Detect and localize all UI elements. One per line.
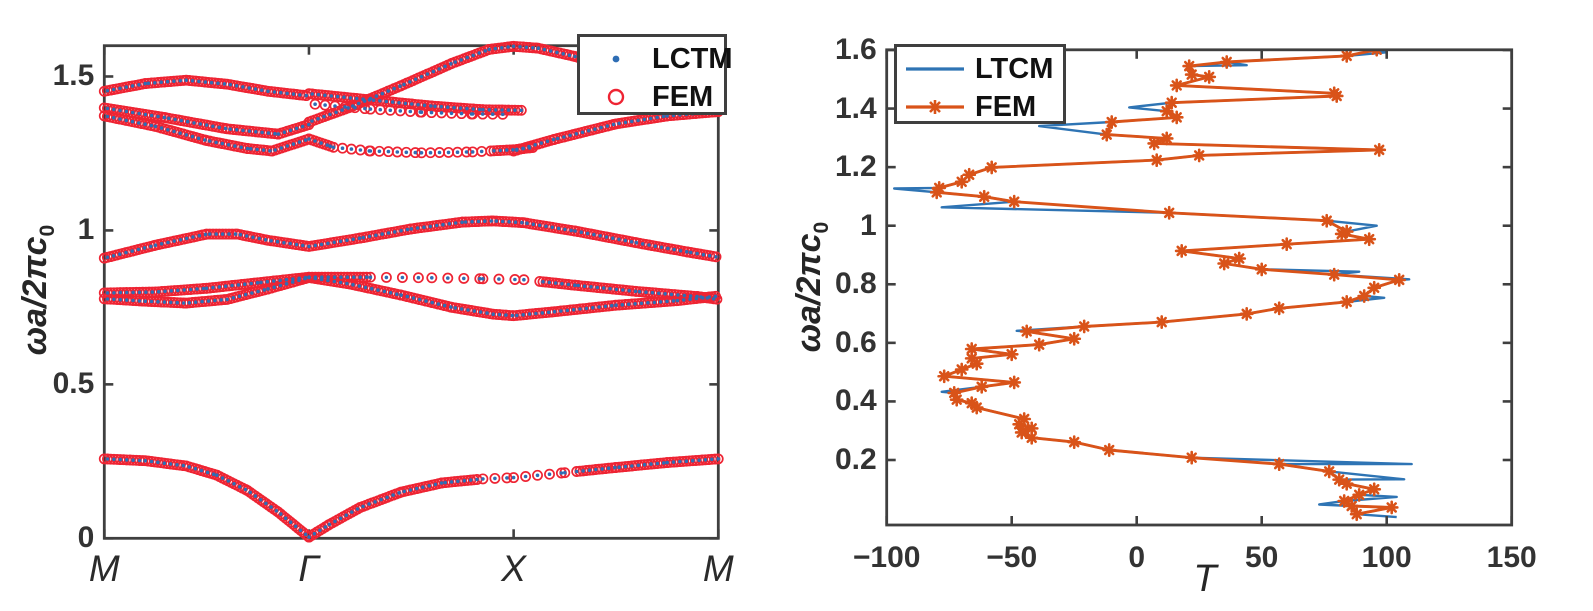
right-legend-item-ltcm[interactable]: LTCM — [897, 50, 1063, 88]
right-y-axis-label-text: ωa/2πc — [790, 233, 829, 353]
left-xtick-3-M: M — [702, 548, 734, 589]
left-xtick-0-M: M — [88, 548, 120, 589]
left-ytick-0: 0 — [77, 521, 95, 555]
right-x-axis-label: T — [1193, 558, 1217, 600]
right-ytick-1.2: 1.2 — [834, 150, 877, 184]
right-ytick-0.2: 0.2 — [834, 442, 877, 476]
right-xtick-−50: −50 — [986, 541, 1038, 574]
right-legend-label-ltcm: LTCM — [975, 52, 1054, 85]
right-legend[interactable]: LTCM FEM — [894, 44, 1066, 124]
right-xtick-150: 150 — [1486, 541, 1537, 574]
left-y-axis-label-sub: 0 — [35, 224, 59, 237]
left-legend-label-lctm: LCTM — [652, 42, 733, 75]
right-legend-item-fem[interactable]: FEM — [897, 88, 1063, 126]
right-ytick-1.6: 1.6 — [834, 32, 877, 66]
fem-line-asterisk-icon — [903, 97, 967, 117]
left-y-axis-label-text: ωa/2πc — [16, 236, 55, 356]
right-xtick-−100: −100 — [852, 541, 921, 574]
right-y-axis-label: ωa/2πc0 — [790, 222, 834, 353]
left-legend-item-fem[interactable]: FEM — [580, 78, 724, 116]
right-xtick-100: 100 — [1361, 541, 1412, 574]
lctm-dot-icon — [580, 52, 652, 66]
right-xtick-0: 0 — [1128, 541, 1146, 574]
left-xtick-1-Γ: Γ — [298, 548, 320, 589]
right-xtick-50: 50 — [1245, 541, 1279, 574]
fem-circle-icon — [580, 87, 652, 107]
ltcm-line-icon — [903, 65, 967, 73]
right-ytick-1: 1 — [860, 208, 877, 242]
right-legend-label-fem: FEM — [975, 90, 1037, 123]
left-legend-item-lctm[interactable]: LCTM — [580, 40, 733, 78]
right-y-axis-label-sub: 0 — [809, 221, 833, 234]
left-ytick-0.5: 0.5 — [52, 367, 95, 401]
right-ytick-0.4: 0.4 — [834, 384, 877, 418]
right-ytick-0.6: 0.6 — [834, 325, 877, 359]
right-ytick-0.8: 0.8 — [834, 267, 877, 301]
left-ytick-1: 1 — [77, 213, 95, 247]
left-xtick-2-X: X — [501, 548, 526, 589]
right-ytick-1.4: 1.4 — [834, 91, 877, 125]
left-legend[interactable]: LCTM FEM — [577, 34, 733, 116]
left-y-axis-label: ωa/2πc0 — [16, 225, 60, 356]
left-ytick-1.5: 1.5 — [52, 59, 95, 93]
left-legend-label-fem: FEM — [652, 80, 714, 113]
